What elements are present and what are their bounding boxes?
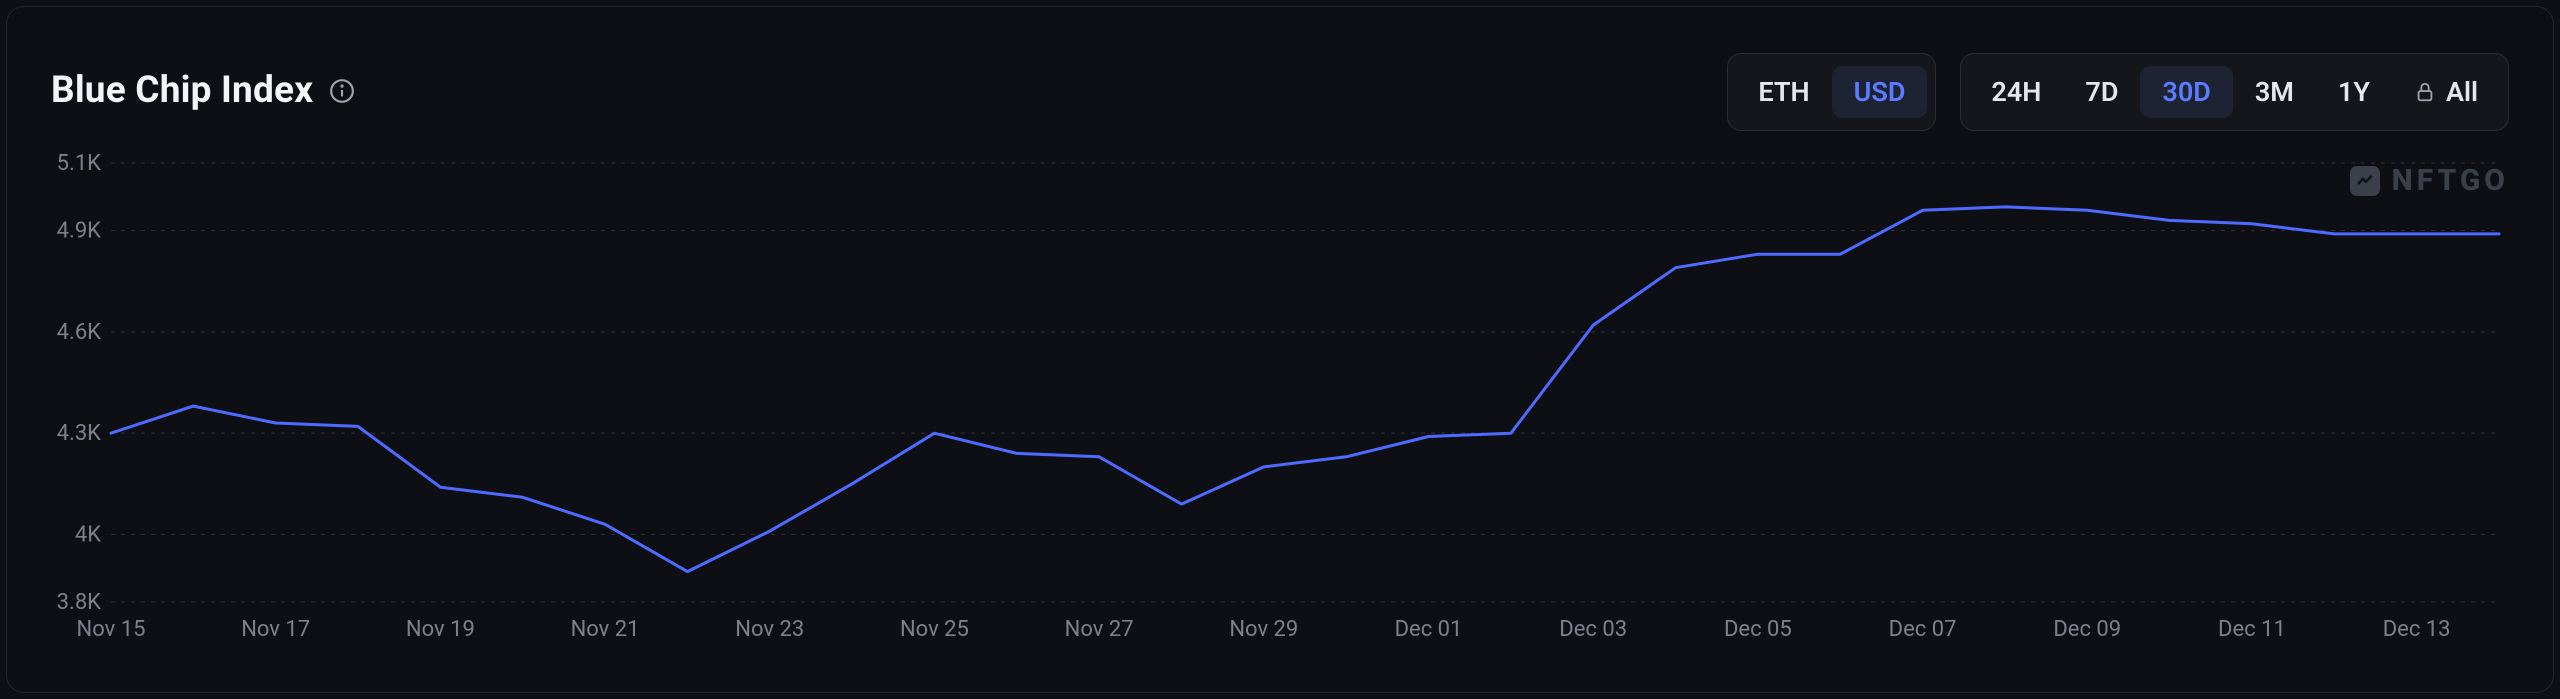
y-axis-label: 4.6K xyxy=(57,320,102,345)
range-toggle-all[interactable]: All xyxy=(2392,66,2500,118)
segbtn-label: 7D xyxy=(2085,76,2118,108)
range-toggle-3m[interactable]: 3M xyxy=(2233,66,2316,118)
x-axis-label: Dec 13 xyxy=(2383,617,2451,642)
watermark-icon xyxy=(2350,166,2380,196)
segbtn-label: ETH xyxy=(1758,76,1809,108)
segbtn-label: All xyxy=(2446,76,2478,108)
y-axis-label: 3.8K xyxy=(57,590,102,615)
x-axis-label: Nov 29 xyxy=(1229,617,1298,642)
x-axis-label: Dec 03 xyxy=(1559,617,1627,642)
controls: ETH USD 24H 7D 30D 3M 1Y All xyxy=(1727,53,2509,131)
segbtn-label: 1Y xyxy=(2338,76,2370,108)
segbtn-label: USD xyxy=(1854,76,1906,108)
segbtn-label: 30D xyxy=(2162,76,2210,108)
y-axis-label: 4.9K xyxy=(57,219,102,244)
x-axis-label: Nov 15 xyxy=(77,617,146,642)
currency-toggle-eth[interactable]: ETH xyxy=(1736,66,1831,118)
x-axis-label: Dec 07 xyxy=(1889,617,1957,642)
chart-area: NFTGO 3.8K 4K 4.3K 4.6K 4.9K 5.1K Nov 15 Nov 17… xyxy=(51,147,2509,662)
currency-toggle: ETH USD xyxy=(1727,53,1936,131)
series-line xyxy=(111,207,2499,572)
header: Blue Chip Index xyxy=(51,69,355,112)
x-axis-label: Nov 25 xyxy=(900,617,969,642)
segbtn-label: 3M xyxy=(2255,76,2294,108)
line-chart[interactable]: 3.8K 4K 4.3K 4.6K 4.9K 5.1K Nov 15 Nov 17 Nov 19… xyxy=(51,147,2509,662)
y-axis-label: 5.1K xyxy=(57,151,102,176)
segbtn-label: 24H xyxy=(1991,76,2041,108)
x-axis-label: Dec 09 xyxy=(2053,617,2121,642)
watermark-text: NFTGO xyxy=(2392,163,2509,198)
x-axis-label: Dec 05 xyxy=(1724,617,1792,642)
y-axis-label: 4.3K xyxy=(57,421,102,446)
chart-panel: Blue Chip Index ETH USD 24H 7D 30D 3M 1Y All N… xyxy=(6,6,2554,693)
x-axis-label: Dec 11 xyxy=(2218,617,2286,642)
watermark: NFTGO xyxy=(2350,163,2509,198)
range-toggle-24h[interactable]: 24H xyxy=(1969,66,2063,118)
range-toggle-30d[interactable]: 30D xyxy=(2140,66,2232,118)
y-axis-label: 4K xyxy=(75,522,101,547)
x-axis-label: Nov 23 xyxy=(735,617,804,642)
x-axis-label: Dec 01 xyxy=(1395,617,1463,642)
range-toggle: 24H 7D 30D 3M 1Y All xyxy=(1960,53,2509,131)
x-axis-label: Nov 21 xyxy=(571,617,640,642)
page-title: Blue Chip Index xyxy=(51,69,313,112)
x-axis-label: Nov 19 xyxy=(406,617,475,642)
range-toggle-1y[interactable]: 1Y xyxy=(2316,66,2392,118)
info-icon[interactable] xyxy=(329,78,355,104)
x-axis-label: Nov 17 xyxy=(241,617,310,642)
range-toggle-7d[interactable]: 7D xyxy=(2063,66,2140,118)
x-axis-label: Nov 27 xyxy=(1065,617,1134,642)
lock-icon xyxy=(2414,81,2436,103)
currency-toggle-usd[interactable]: USD xyxy=(1832,66,1928,118)
